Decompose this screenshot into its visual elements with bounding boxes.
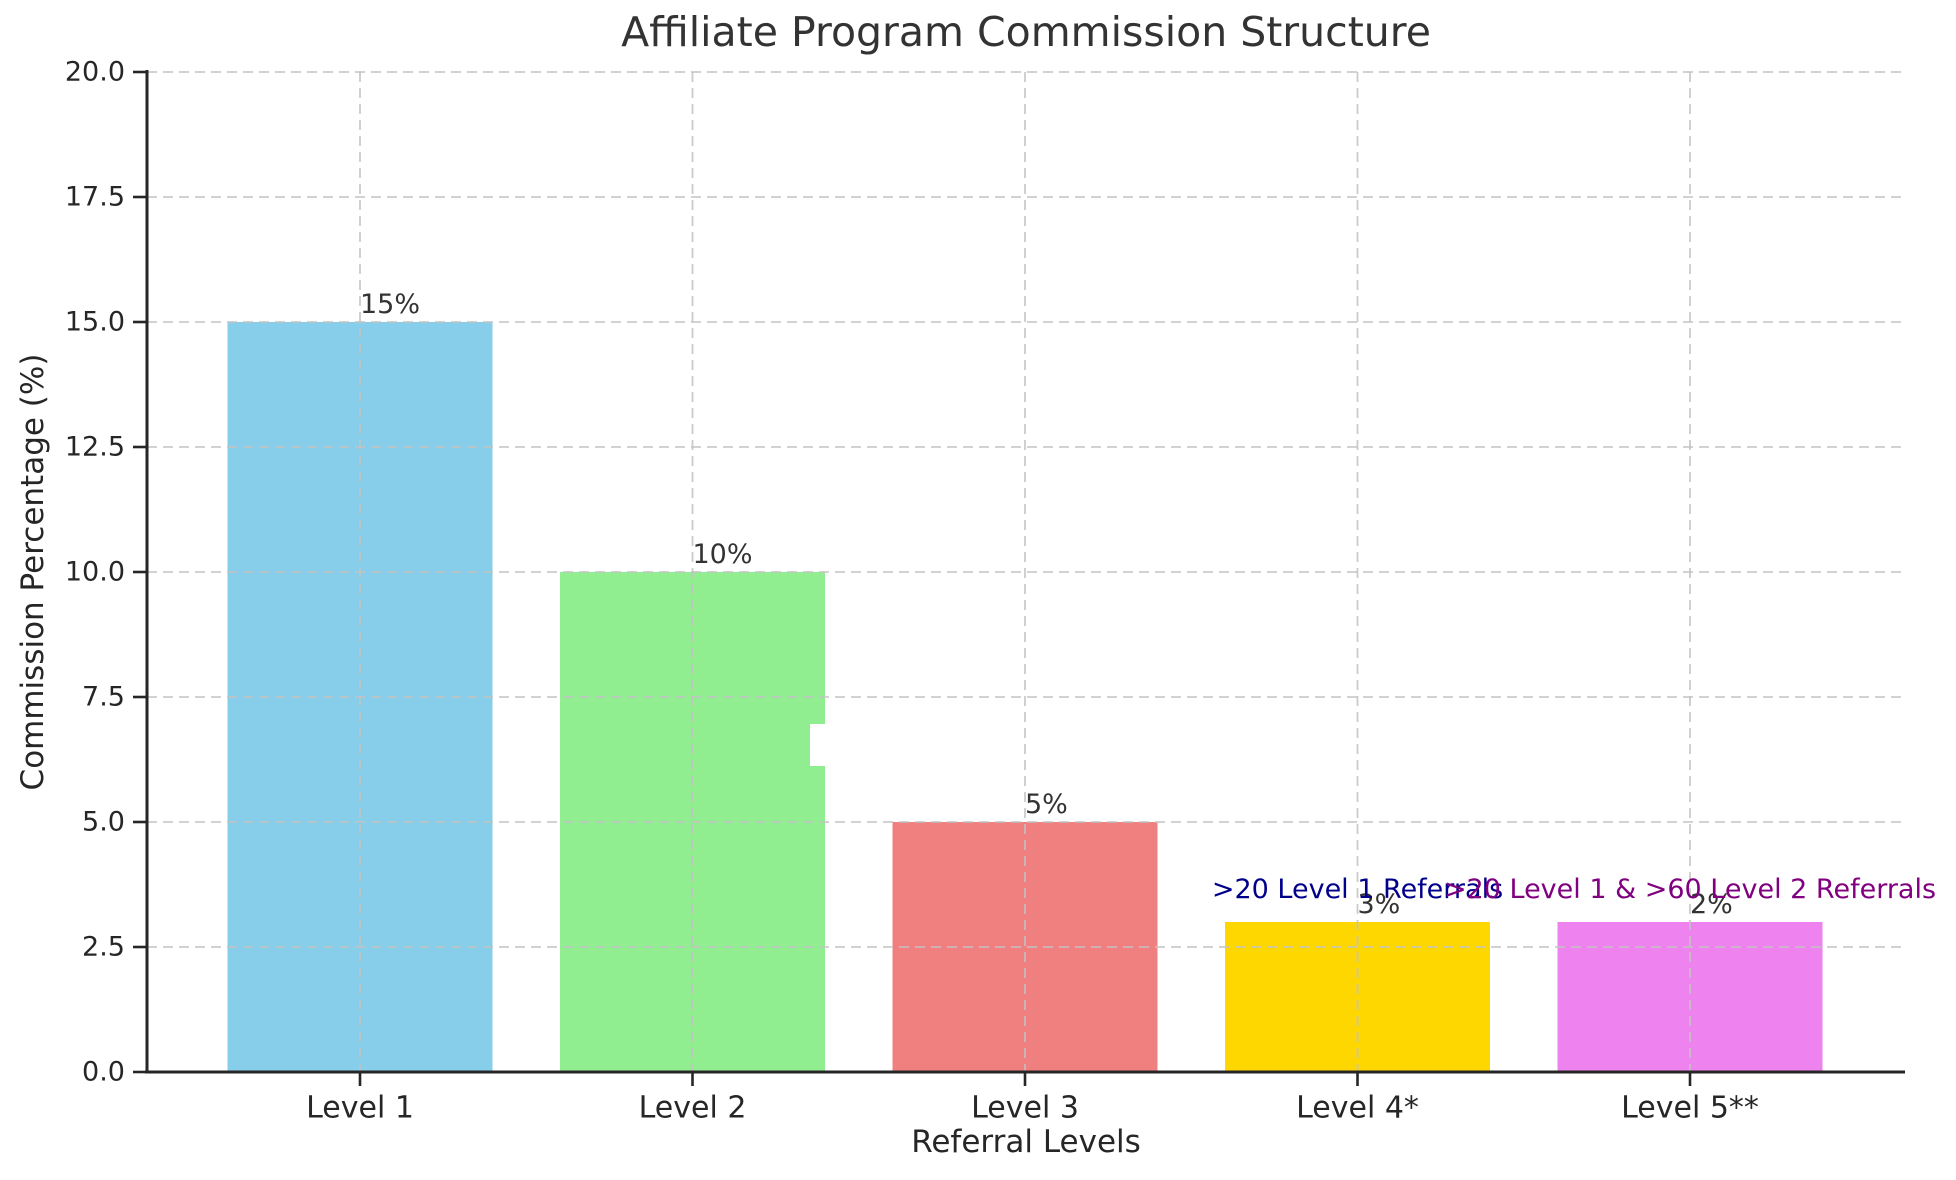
y-tick-label-7.5: 7.5 bbox=[82, 682, 125, 713]
y-tick-label-5.0: 5.0 bbox=[82, 807, 125, 838]
y-tick-label-10.0: 10.0 bbox=[65, 557, 125, 588]
annotation-2: >20 Level 1 & >60 Level 2 Referrals bbox=[1444, 874, 1936, 905]
bar-value-label-3: 5% bbox=[1025, 789, 1068, 820]
y-tick-label-2.5: 2.5 bbox=[82, 932, 125, 963]
y-tick-label-12.5: 12.5 bbox=[65, 432, 125, 463]
y-tick-label-20.0: 20.0 bbox=[65, 57, 125, 88]
y-tick-label-0.0: 0.0 bbox=[82, 1057, 125, 1088]
y-tick-label-15.0: 15.0 bbox=[65, 307, 125, 338]
bar-value-label-2: 10% bbox=[693, 539, 753, 570]
bar-value-label-4: 3% bbox=[1358, 889, 1401, 920]
x-tick-label-1: Level 1 bbox=[306, 1091, 414, 1126]
chart-title: Affiliate Program Commission Structure bbox=[621, 8, 1431, 56]
bar-value-label-5: 2% bbox=[1690, 889, 1733, 920]
white-notch-artifact bbox=[810, 724, 825, 766]
x-tick-label-5: Level 5** bbox=[1621, 1091, 1759, 1126]
y-tick-label-17.5: 17.5 bbox=[65, 182, 125, 213]
bar-value-label-1: 15% bbox=[360, 289, 420, 320]
annotation-1: >20 Level 1 Referrals bbox=[1212, 874, 1503, 905]
x-axis-label: Referral Levels bbox=[911, 1124, 1141, 1160]
x-tick-label-4: Level 4* bbox=[1296, 1091, 1419, 1126]
x-tick-label-2: Level 2 bbox=[639, 1091, 747, 1126]
x-tick-label-3: Level 3 bbox=[971, 1091, 1079, 1126]
